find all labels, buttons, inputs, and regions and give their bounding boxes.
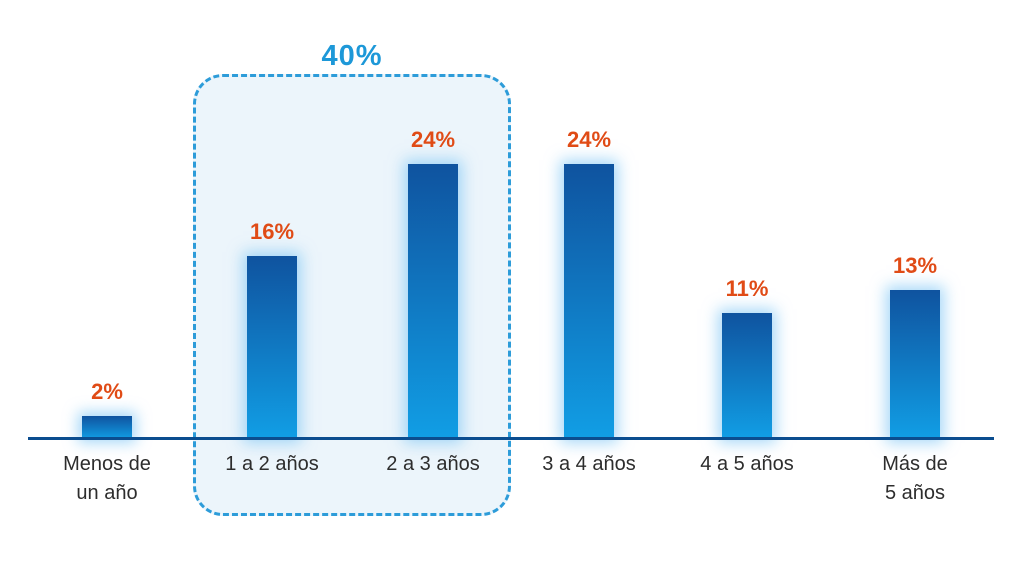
value-label: 2% — [91, 379, 123, 404]
value-label: 13% — [892, 253, 938, 278]
value-label: 16% — [249, 219, 295, 244]
highlight-box — [193, 74, 511, 516]
category-label: Menos de un año — [63, 453, 151, 504]
category-label: 1 a 2 años — [225, 453, 319, 475]
bar — [408, 164, 458, 439]
bar — [247, 256, 297, 439]
annotation-label: 40% — [321, 40, 383, 72]
bar — [890, 290, 940, 439]
category-label: Más de 5 años — [882, 453, 948, 504]
category-label: 3 a 4 años — [542, 453, 636, 475]
bar — [722, 313, 772, 439]
value-label: 24% — [410, 127, 456, 152]
x-axis-line — [28, 437, 994, 440]
bar — [564, 164, 614, 439]
category-label: 4 a 5 años — [700, 453, 794, 475]
value-label: 24% — [566, 127, 612, 152]
category-label: 2 a 3 años — [386, 453, 480, 475]
value-label: 11% — [725, 276, 769, 301]
bar — [82, 416, 132, 439]
